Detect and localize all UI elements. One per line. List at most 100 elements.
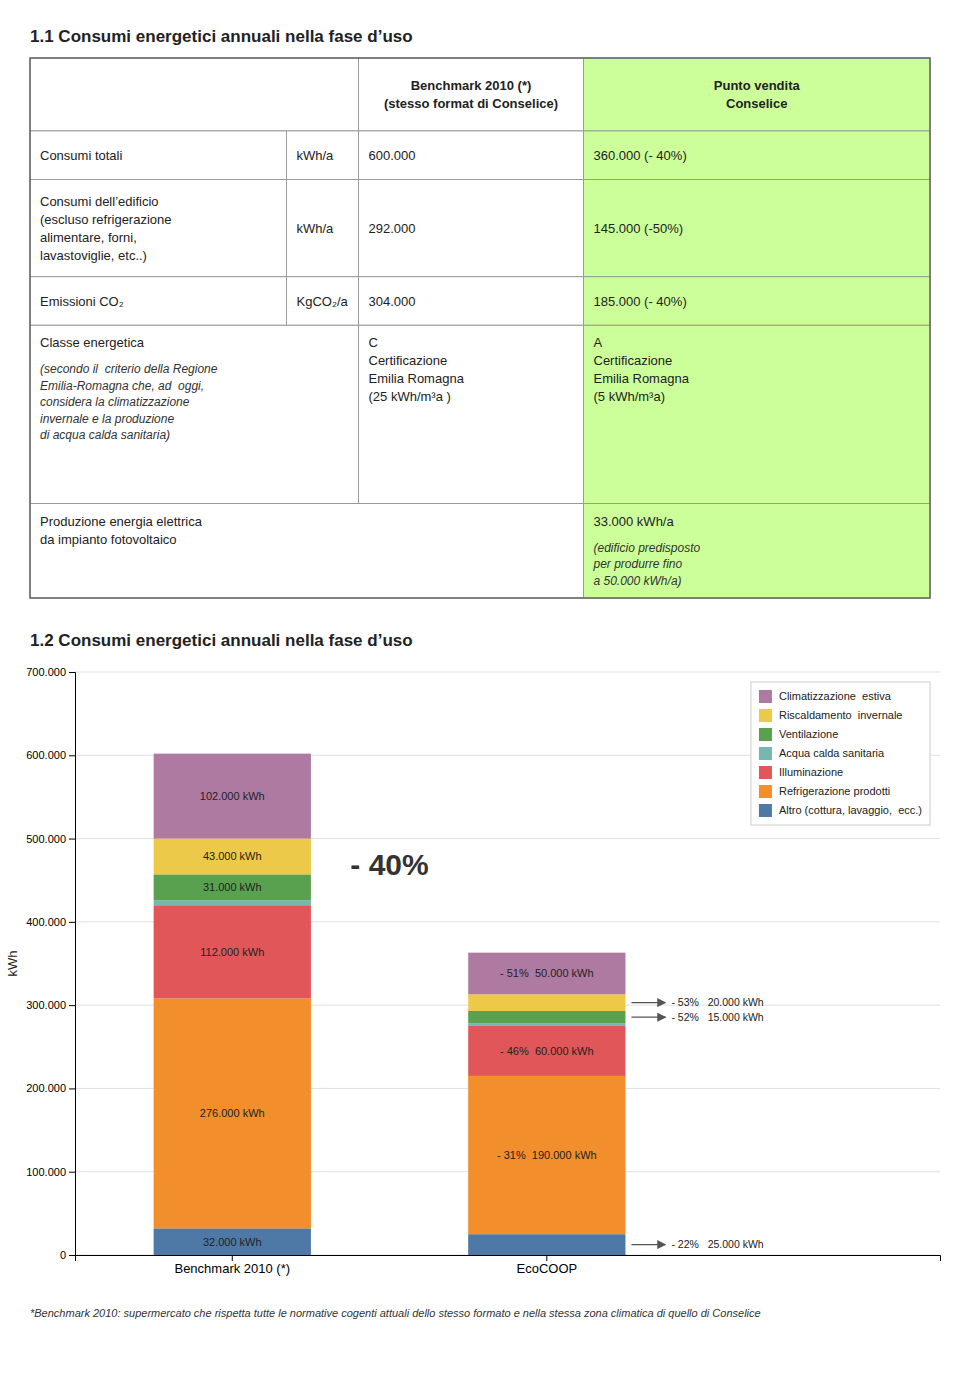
text-line: Consumi dell’edificio — [40, 194, 159, 209]
text-line: invernale e la produzione — [40, 412, 174, 426]
data-label: 102.000 kWh — [200, 790, 265, 802]
bar-segment — [468, 1234, 625, 1255]
table-text: 360.000 (- 40%) — [594, 148, 687, 163]
footnote: *Benchmark 2010: supermercato che rispet… — [30, 1307, 761, 1319]
table-cell — [30, 325, 359, 503]
data-label: 43.000 kWh — [203, 850, 262, 862]
legend-swatch — [759, 728, 772, 741]
table-text: 304.000 — [369, 294, 416, 309]
legend-box — [751, 682, 930, 825]
label-arrow — [631, 1244, 665, 1245]
data-label: 31.000 kWh — [203, 881, 262, 893]
annotation: - 40% — [350, 848, 428, 881]
bar-segment — [154, 839, 311, 875]
table-text: 292.000 — [369, 221, 416, 236]
bar-segment — [154, 998, 311, 1228]
table-cell — [359, 58, 584, 131]
tick: 300.000 — [26, 999, 75, 1011]
tick: 400.000 — [26, 916, 75, 928]
table-cell — [287, 131, 359, 180]
grid — [75, 672, 940, 1255]
table-note: (edificio predispostoper produrre finoa … — [593, 541, 701, 588]
table-cell — [30, 277, 287, 326]
legend-label: Illuminazione — [779, 766, 843, 778]
data-label: 276.000 kWh — [200, 1107, 265, 1119]
table-text: kWh/a — [297, 221, 335, 236]
legend-item: Altro (cottura, lavaggio, ecc.) — [759, 804, 922, 817]
table-header: Benchmark 2010 (*) (stesso format di Cons… — [384, 78, 558, 111]
text-line: kWh/a — [297, 148, 335, 163]
tick-mark — [232, 1255, 233, 1261]
table-cell — [30, 58, 359, 131]
bar-segment — [468, 994, 625, 1011]
table-cell — [30, 504, 584, 599]
tick-mark — [69, 1005, 75, 1006]
text-line: kWh/a — [297, 221, 335, 236]
bar-segment — [154, 900, 311, 905]
data-label: - 31% 190.000 kWh — [497, 1149, 597, 1161]
table-text: CCertificazioneEmilia Romagna(25 kWh/m³a… — [369, 335, 465, 404]
text-line: per produrre fino — [593, 557, 683, 571]
table-text: Classe energetica — [40, 335, 145, 350]
table-cell — [30, 131, 287, 180]
bar-segment — [154, 905, 311, 998]
tick-label: 0 — [60, 1249, 66, 1261]
text-line: (stesso format di Conselice) — [384, 96, 558, 111]
y-axis-title: kWh — [5, 951, 20, 977]
tick-label: 400.000 — [26, 916, 66, 928]
bar-segment — [468, 1011, 625, 1023]
text-line: KgCO₂/a — [297, 294, 349, 309]
x-axis: Benchmark 2010 (*)EcoCOOP — [76, 1255, 941, 1276]
text-line: Certificazione — [594, 353, 673, 368]
text-line: (edificio predisposto — [594, 541, 701, 555]
text-line: considera la climatizzazione — [40, 395, 190, 409]
table-cell — [584, 277, 931, 326]
legend-item: Ventilazione — [759, 728, 838, 741]
table-cell — [584, 504, 931, 599]
tick-mark — [69, 1088, 75, 1089]
text-line: (5 kWh/m³a) — [594, 389, 666, 404]
bar-segment — [468, 953, 625, 995]
legend-item: Illuminazione — [759, 766, 843, 779]
legend-label: Refrigerazione prodotti — [779, 785, 890, 797]
legend-label: Acqua calda sanitaria — [779, 747, 885, 759]
text-line: Emilia Romagna — [369, 371, 465, 386]
text-line: alimentare, forni, — [40, 230, 137, 245]
text-line: Benchmark 2010 (*) — [411, 78, 532, 93]
data-label: - 22% 25.000 kWh — [671, 1238, 763, 1250]
table-border — [30, 58, 930, 598]
tick-label: EcoCOOP — [516, 1261, 577, 1276]
data-label: - 46% 60.000 kWh — [500, 1045, 594, 1057]
table-text: Consumi dell’edificio(escluso refrigeraz… — [40, 194, 172, 263]
text-line: C — [369, 335, 378, 350]
tick-label: 700.000 — [26, 666, 66, 678]
table-cell — [584, 180, 931, 277]
tick-mark — [69, 672, 75, 673]
tick-mark — [69, 839, 75, 840]
text-line: Conselice — [726, 96, 787, 111]
table-text: 145.000 (-50%) — [594, 221, 684, 236]
chart-title: 1.2 Consumi energetici annuali nella fas… — [30, 631, 413, 650]
text-line: 360.000 (- 40%) — [594, 148, 687, 163]
text-line: A — [594, 335, 603, 350]
table-cell — [287, 277, 359, 326]
tick: 600.000 — [26, 749, 75, 761]
table-cell — [584, 58, 931, 131]
page: 1.1 Consumi energetici annuali nella fas… — [0, 0, 960, 1389]
bar-segment — [468, 1023, 625, 1025]
table-text: Emissioni CO₂ — [40, 294, 124, 309]
legend-swatch — [759, 785, 772, 798]
grid-line — [75, 672, 940, 673]
tick: 100.000 — [26, 1166, 75, 1178]
table-cell — [359, 325, 584, 503]
tick: 500.000 — [26, 833, 75, 845]
legend-item: Acqua calda sanitaria — [759, 747, 885, 760]
data-label: - 52% 15.000 kWh — [671, 1011, 763, 1023]
tick: 700.000 — [26, 666, 75, 678]
table-cell — [359, 180, 584, 277]
bar-segment — [154, 754, 311, 839]
bar-segment — [468, 1026, 625, 1076]
legend-swatch — [759, 690, 772, 703]
text-line: Consumi totali — [40, 148, 122, 163]
table-note: (secondo il criterio della RegioneEmilia… — [40, 362, 218, 442]
